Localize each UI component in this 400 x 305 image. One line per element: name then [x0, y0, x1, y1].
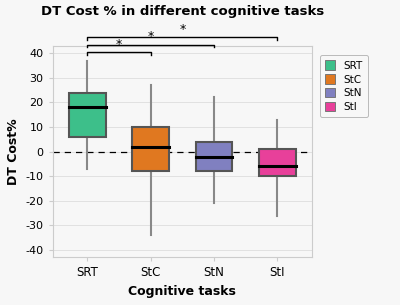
- Legend: SRT, StC, StN, StI: SRT, StC, StN, StI: [320, 55, 368, 117]
- Text: *: *: [179, 23, 186, 36]
- Text: *: *: [148, 30, 154, 43]
- Bar: [196, 142, 232, 171]
- Y-axis label: DT Cost%: DT Cost%: [7, 118, 20, 185]
- Bar: [259, 149, 296, 176]
- X-axis label: Cognitive tasks: Cognitive tasks: [128, 285, 236, 298]
- Title: DT Cost % in different cognitive tasks: DT Cost % in different cognitive tasks: [41, 5, 324, 18]
- Bar: [69, 92, 106, 137]
- Bar: [132, 127, 169, 171]
- Text: *: *: [116, 38, 122, 51]
